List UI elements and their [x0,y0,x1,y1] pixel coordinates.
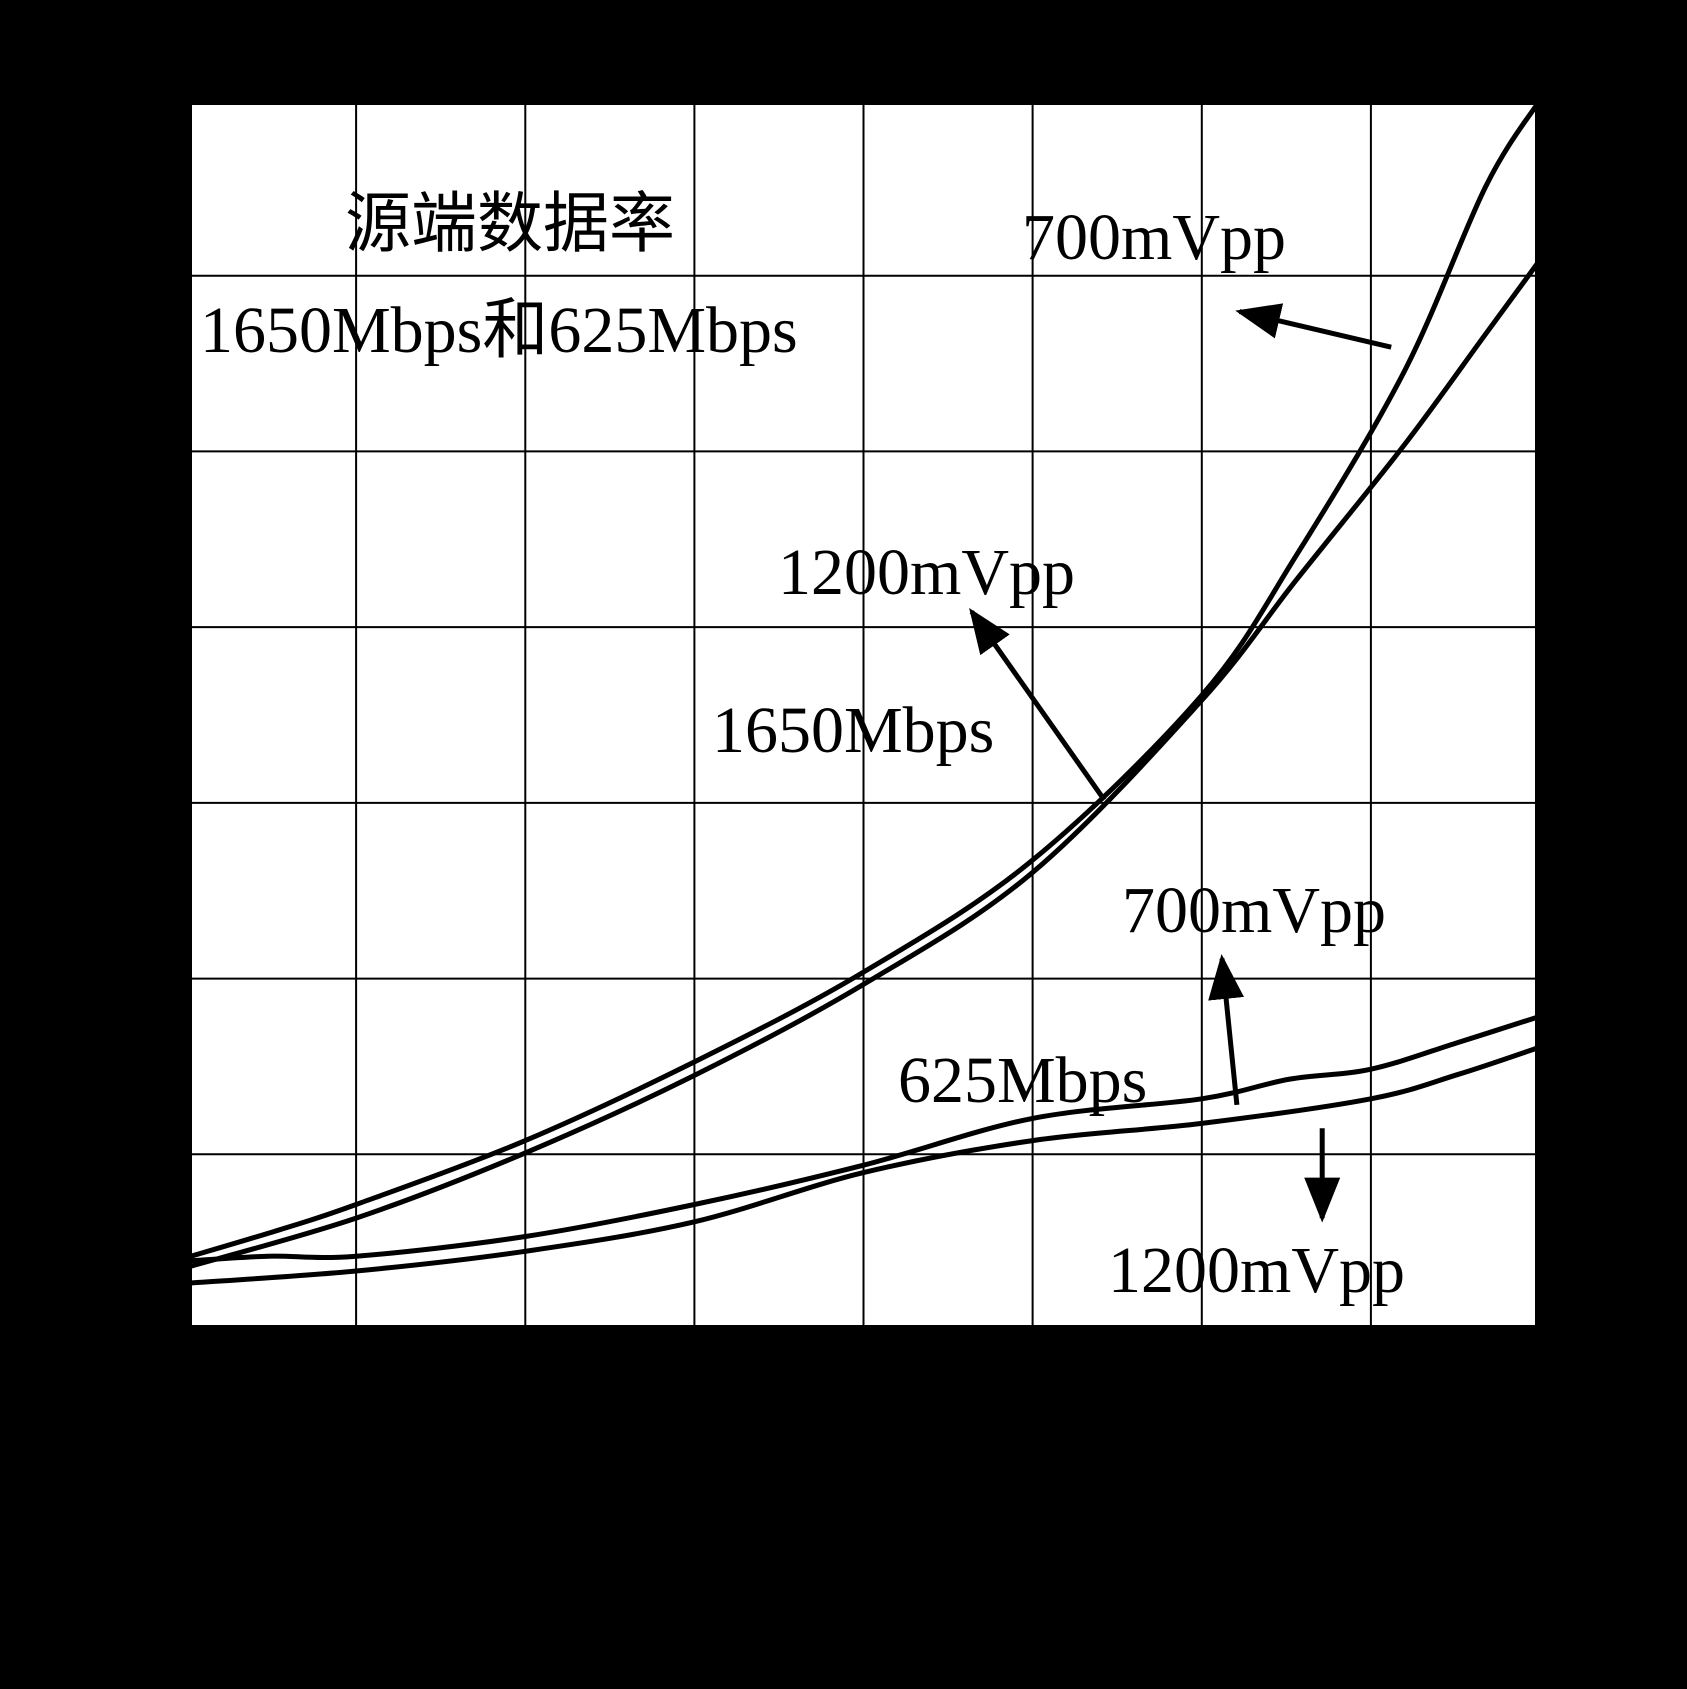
annotation-1200mvpp-bottom: 1200mVpp [1108,1234,1405,1307]
annotation-1200mvpp-middle: 1200mVpp [778,536,1075,609]
annotation-1650mbps: 1650Mbps [712,694,995,767]
annotation-700mvpp-lower: 700mVpp [1122,874,1386,947]
annotation-1650mbps-and-625mbps: 1650Mbps和625Mbps [200,294,798,367]
plot-area: 源端数据率 1650Mbps和625Mbps 700mVpp 1200mVpp … [187,100,1540,1330]
annotation-625mbps: 625Mbps [898,1044,1148,1117]
annotation-source-data-rate: 源端数据率 [345,188,675,261]
annotation-700mvpp-top: 700mVpp [1022,201,1286,274]
chart-svg [187,100,1540,1330]
